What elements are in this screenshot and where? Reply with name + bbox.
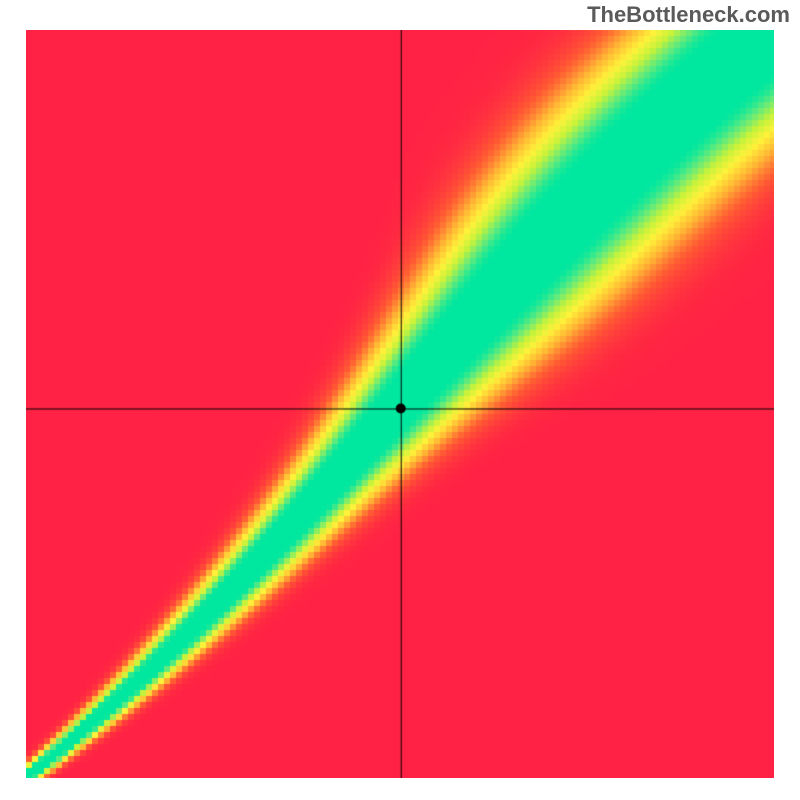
bottleneck-heatmap bbox=[26, 30, 774, 778]
heatmap-canvas bbox=[26, 30, 774, 778]
watermark: TheBottleneck.com bbox=[587, 2, 790, 28]
